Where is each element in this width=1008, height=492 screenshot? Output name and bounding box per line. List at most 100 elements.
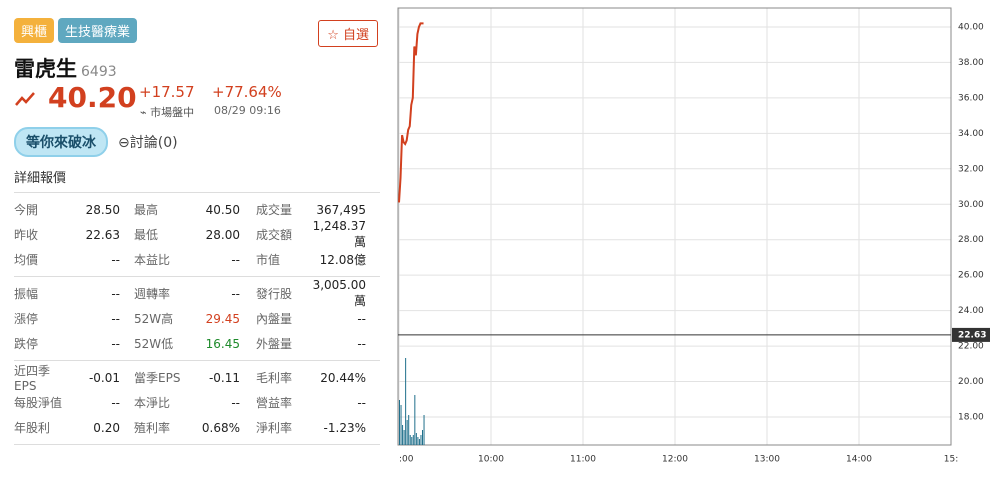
price-row: 40.20 +17.57 +77.64% ⌁ 市場盤中 08/29 09:16 — [14, 81, 380, 119]
price: 40.20 — [48, 81, 137, 114]
y-tick-label: 30.00 — [958, 200, 984, 210]
table-row: 跌停 -- 52W低 16.45 外盤量 -- — [14, 331, 380, 356]
table-group: 振幅 -- 週轉率 -- 發行股 3,005.00萬 漲停 -- 52W高 29.45 內盤量 -- 跌… — [14, 277, 380, 361]
x-tick-label: 10:00 — [478, 455, 504, 465]
x-tick-label: 15: — [944, 455, 958, 465]
cell-value: 0.20 — [93, 420, 120, 435]
cell-value: -- — [111, 311, 120, 326]
volume-bar — [406, 420, 408, 445]
up-icon — [15, 92, 35, 106]
table-row: 今開 28.50 最高 40.50 成交量 367,495 — [14, 197, 380, 222]
volume-bar — [418, 439, 420, 445]
x-tick-label: :00 — [399, 455, 414, 465]
volume-bar — [400, 405, 402, 445]
quote-table: 今開 28.50 最高 40.50 成交量 367,495 昨收 22.63 最低 28.00 成交… — [14, 193, 380, 445]
cell-label: 近四季EPS — [14, 364, 51, 393]
y-tick-label: 28.00 — [958, 235, 984, 245]
reference-label: 22.63 — [958, 330, 986, 340]
cell-value: -- — [231, 286, 240, 301]
cell-value: 1,248.37萬 — [312, 219, 366, 249]
cell-label: 每股淨值 — [14, 396, 63, 410]
cell-label: 發行股 — [256, 287, 293, 301]
y-tick-label: 24.00 — [958, 306, 984, 316]
y-tick-label: 20.00 — [958, 377, 984, 387]
volume-bar — [415, 433, 417, 445]
cell-label: 昨收 — [14, 228, 39, 242]
volume-bar — [412, 435, 414, 445]
change-percent: +77.64% — [212, 83, 282, 101]
cell-label: 本淨比 — [134, 396, 171, 410]
ice-button[interactable]: 等你來破冰 — [14, 127, 108, 157]
cell-value: 28.00 — [205, 227, 240, 242]
volume-bar — [399, 400, 400, 445]
volume-bar — [409, 435, 411, 445]
cell-value: 12.08億 — [319, 253, 366, 267]
cell-label: 跌停 — [14, 337, 39, 351]
cell-value: -- — [357, 336, 366, 351]
cell-value: -- — [231, 395, 240, 410]
watch-label[interactable]: 自選 — [342, 28, 369, 43]
cell-value: 22.63 — [85, 227, 120, 242]
cell-label: 毛利率 — [256, 371, 293, 385]
cell-value: -- — [231, 252, 240, 267]
cell-value: -- — [111, 395, 120, 410]
y-tick-label: 32.00 — [958, 164, 984, 174]
table-group: 今開 28.50 最高 40.50 成交量 367,495 昨收 22.63 最低 28.00 成交… — [14, 193, 380, 277]
x-tick-label: 12:00 — [662, 455, 688, 465]
cell-label: 當季EPS — [134, 371, 181, 385]
tag[interactable]: 興櫃 — [14, 18, 55, 43]
status: ⌁ 市場盤中 — [140, 106, 195, 119]
y-tick-label: 34.00 — [958, 129, 984, 139]
y-tick-label: 36.00 — [958, 93, 984, 103]
cell-value: 40.50 — [205, 202, 240, 217]
code: 6493 — [81, 64, 117, 80]
cell-label: 淨利率 — [256, 421, 293, 435]
cell-label: 殖利率 — [134, 421, 171, 435]
y-tick-label: 38.00 — [958, 58, 984, 68]
reference-box — [952, 327, 990, 342]
cell-value: -0.01 — [88, 370, 120, 385]
cell-label: 今開 — [14, 203, 39, 217]
volume-bar — [414, 395, 416, 445]
cell-label: 內盤量 — [256, 312, 293, 326]
y-tick-label: 26.00 — [958, 271, 984, 281]
cell-label: 最高 — [134, 203, 159, 217]
x-tick-label: 11:00 — [570, 455, 596, 465]
volume-bar — [408, 415, 410, 445]
cell-label: 振幅 — [14, 287, 39, 301]
cell-value: 0.68% — [201, 420, 240, 435]
cell-value: -- — [111, 286, 120, 301]
table-title: 詳細報價 — [14, 167, 380, 193]
table-row: 均價 -- 本益比 -- 市值 12.08億 — [14, 247, 380, 272]
y-tick-label: 22.00 — [958, 342, 984, 352]
cell-value: -- — [111, 336, 120, 351]
change: +17.57 — [139, 83, 195, 101]
volume-bar — [420, 435, 422, 445]
cell-value: 367,495 — [316, 202, 366, 217]
cell-label: 成交量 — [256, 203, 293, 217]
cell-label: 52W高 — [134, 312, 174, 326]
name: 雷虎生 — [14, 57, 77, 81]
tag[interactable]: 生技醫療業 — [58, 18, 138, 43]
stock-name: 雷虎生 6493 — [14, 53, 380, 83]
watch-button[interactable]: ☆ 自選 — [318, 20, 378, 47]
x-tick-label: 13:00 — [754, 455, 780, 465]
discussion[interactable]: ⊖討論(0) — [118, 135, 178, 151]
cell-label: 漲停 — [14, 312, 39, 326]
discussion-text[interactable]: 討論(0) — [129, 135, 178, 151]
price-line — [398, 22, 424, 203]
cell-label: 成交額 — [256, 228, 293, 242]
cell-value: 3,005.00萬 — [312, 278, 366, 308]
table-row: 每股淨值 -- 本淨比 -- 營益率 -- — [14, 390, 380, 415]
plot-border — [397, 7, 952, 446]
cell-label: 外盤量 — [256, 337, 293, 351]
cell-value: -0.11 — [208, 370, 240, 385]
cell-value: -1.23% — [323, 420, 366, 435]
cell-label: 年股利 — [14, 421, 51, 435]
table-row: 振幅 -- 週轉率 -- 發行股 3,005.00萬 — [14, 278, 380, 308]
cell-label: 最低 — [134, 228, 159, 242]
y-tick-label: 18.00 — [958, 412, 984, 422]
cell-label: 市值 — [256, 253, 281, 267]
volume-bar — [417, 437, 419, 445]
cell-label: 52W低 — [134, 337, 174, 351]
